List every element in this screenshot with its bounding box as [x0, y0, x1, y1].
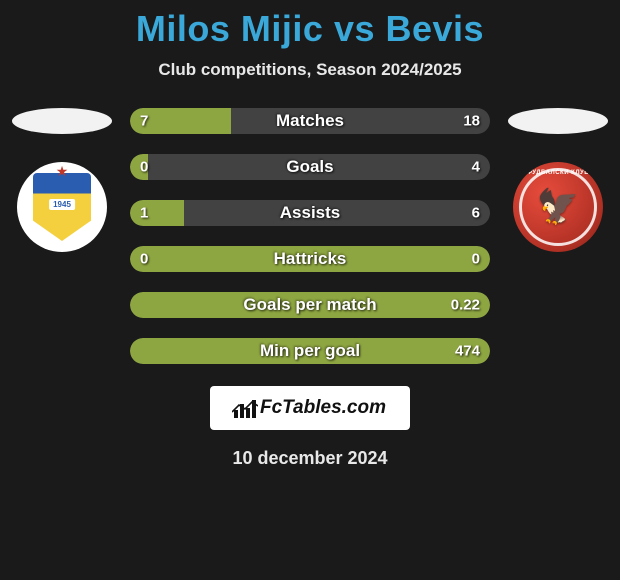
stat-row: Min per goal 474	[130, 338, 490, 364]
stat-value-right: 0.22	[451, 297, 480, 314]
stat-row: Goals 0 4	[130, 154, 490, 180]
page-title: Milos Mijic vs Bevis	[0, 0, 620, 50]
stat-row: Goals per match 0.22	[130, 292, 490, 318]
subtitle: Club competitions, Season 2024/2025	[0, 60, 620, 80]
chart-icon	[234, 398, 256, 418]
vs-text: vs	[334, 8, 375, 49]
stat-label: Assists	[280, 203, 340, 223]
ring-icon	[519, 168, 597, 246]
stat-value-left: 0	[140, 251, 148, 268]
stat-label: Matches	[276, 111, 344, 131]
club-logo-left: ★ 1945	[17, 162, 107, 252]
stats-bars: Matches718Goals04Assists16Hattricks00Goa…	[130, 108, 490, 364]
bar-left-fill	[130, 200, 184, 226]
stat-row: Hattricks 0 0	[130, 246, 490, 272]
logo-arc-text: ФУДБАЛСКИ КЛУБ	[513, 170, 603, 176]
stat-value-left: 7	[140, 113, 148, 130]
stat-label: Goals per match	[243, 295, 376, 315]
player-right-name: Bevis	[386, 8, 485, 49]
shield-icon: ★ 1945	[33, 173, 91, 241]
stat-row: Assists 1 6	[130, 200, 490, 226]
bar-right-fill	[231, 108, 490, 134]
stat-value-right: 6	[472, 205, 480, 222]
comparison-content: ★ 1945 Matches 7 18 Goals 0 4 Assists 1 6 Hattric…	[0, 108, 620, 364]
stat-value-right: 0	[472, 251, 480, 268]
logo-year: 1945	[49, 199, 75, 210]
stat-value-right: 474	[455, 343, 480, 360]
stat-label: Min per goal	[260, 341, 360, 361]
player-left-name: Milos Mijic	[136, 8, 324, 49]
stat-label: Goals	[286, 157, 333, 177]
left-column: ★ 1945	[12, 108, 112, 252]
stat-value-left: 0	[140, 159, 148, 176]
stat-value-right: 4	[472, 159, 480, 176]
date-text: 10 december 2024	[0, 448, 620, 469]
player-left-avatar	[12, 108, 112, 134]
stat-value-left: 1	[140, 205, 148, 222]
right-column: ФУДБАЛСКИ КЛУБ 🦅	[508, 108, 608, 252]
club-logo-right: ФУДБАЛСКИ КЛУБ 🦅	[513, 162, 603, 252]
fctables-label: FcTables.com	[260, 397, 386, 419]
stat-row: Matches 7 18	[130, 108, 490, 134]
star-icon: ★	[56, 163, 69, 180]
stat-label: Hattricks	[274, 249, 347, 269]
player-right-avatar	[508, 108, 608, 134]
fctables-badge[interactable]: FcTables.com	[210, 386, 410, 430]
stat-value-right: 18	[463, 113, 480, 130]
